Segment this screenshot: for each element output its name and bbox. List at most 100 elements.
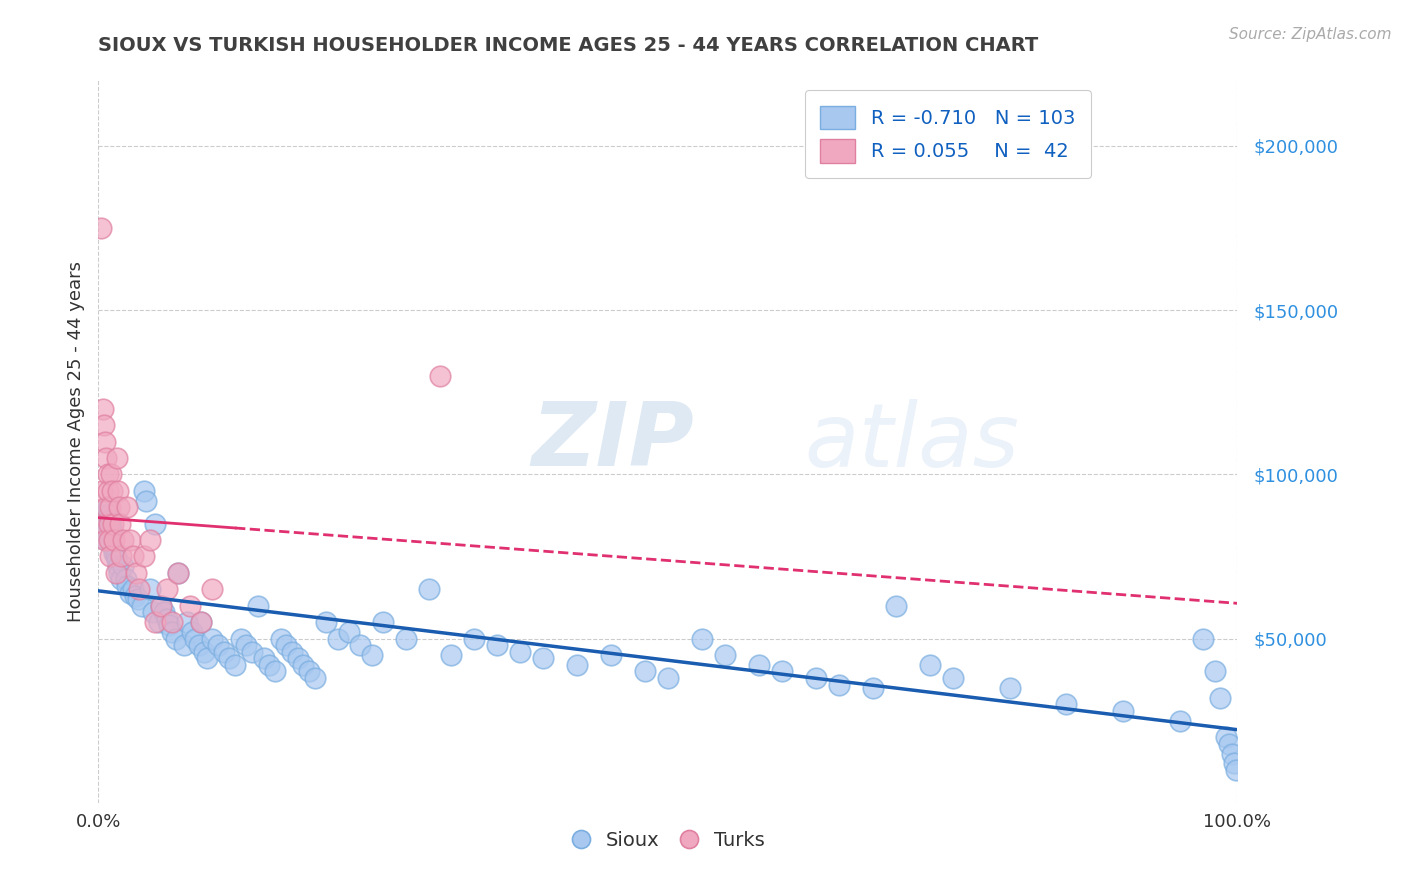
Point (418, 582, 440, 597)
Point (212, 645, 235, 659)
Point (201, 632, 224, 646)
Point (121, 549, 143, 564)
Point (90, 523, 112, 537)
Point (326, 632, 349, 646)
Point (531, 651, 554, 665)
Point (153, 605, 176, 619)
Point (112, 533, 135, 547)
Point (104, 549, 127, 564)
Point (162, 625, 184, 640)
Text: ZIP: ZIP (531, 398, 695, 485)
Point (235, 638, 257, 652)
Point (360, 648, 382, 662)
Point (98, 500, 121, 515)
Point (132, 483, 155, 498)
Point (298, 665, 321, 679)
Point (714, 648, 737, 662)
Point (97, 516, 120, 531)
Point (128, 582, 150, 597)
Point (125, 566, 148, 580)
Point (207, 638, 229, 652)
Point (107, 559, 129, 574)
Point (93, 516, 115, 531)
Point (600, 648, 623, 662)
Point (93, 516, 115, 531)
Point (165, 632, 187, 646)
Point (167, 566, 190, 580)
Point (135, 493, 157, 508)
Point (229, 632, 252, 646)
Point (634, 665, 657, 679)
Point (942, 671, 965, 685)
Point (150, 599, 173, 613)
Point (1054, 698, 1078, 712)
Point (187, 638, 209, 652)
Point (120, 533, 142, 547)
Point (94, 434, 117, 449)
Point (162, 615, 184, 630)
Point (127, 592, 149, 607)
Point (1225, 763, 1247, 777)
Point (998, 681, 1021, 695)
Point (96, 450, 118, 465)
Point (884, 599, 907, 613)
Point (103, 540, 125, 554)
Point (108, 566, 131, 580)
Point (105, 553, 128, 567)
Point (157, 618, 180, 632)
Point (190, 615, 212, 630)
Point (1112, 704, 1135, 718)
Point (156, 582, 179, 597)
Point (94, 533, 117, 547)
Point (770, 665, 793, 679)
Text: Source: ZipAtlas.com: Source: ZipAtlas.com (1229, 27, 1392, 42)
Y-axis label: Householder Income Ages 25 - 44 years: Householder Income Ages 25 - 44 years (66, 261, 84, 622)
Point (97, 507, 120, 521)
Point (486, 638, 509, 652)
Legend: Sioux, Turks: Sioux, Turks (564, 823, 772, 858)
Point (190, 615, 212, 630)
Point (264, 665, 287, 679)
Point (96, 467, 118, 482)
Point (690, 632, 713, 646)
Point (862, 681, 884, 695)
Point (292, 657, 315, 672)
Point (150, 599, 173, 613)
Point (349, 638, 371, 652)
Point (1170, 714, 1192, 728)
Point (94, 526, 117, 541)
Point (463, 632, 485, 646)
Point (96, 500, 118, 515)
Point (114, 573, 136, 587)
Point (828, 677, 851, 691)
Point (195, 651, 218, 665)
Point (110, 549, 132, 564)
Point (176, 615, 198, 630)
Point (138, 582, 160, 597)
Point (218, 651, 240, 665)
Point (115, 579, 138, 593)
Point (110, 573, 132, 587)
Text: atlas: atlas (804, 399, 1019, 484)
Point (1215, 730, 1237, 744)
Point (173, 638, 195, 652)
Point (138, 533, 160, 547)
Point (276, 638, 298, 652)
Point (142, 605, 165, 619)
Point (156, 612, 179, 626)
Point (193, 645, 215, 659)
Point (1218, 737, 1240, 751)
Point (657, 671, 679, 685)
Point (304, 671, 326, 685)
Point (104, 566, 127, 580)
Point (252, 651, 274, 665)
Point (287, 651, 309, 665)
Point (96, 483, 118, 498)
Point (132, 549, 155, 564)
Point (90, 221, 112, 235)
Point (98, 513, 121, 527)
Point (103, 533, 125, 547)
Point (101, 483, 124, 498)
Point (101, 526, 124, 541)
Point (100, 467, 122, 482)
